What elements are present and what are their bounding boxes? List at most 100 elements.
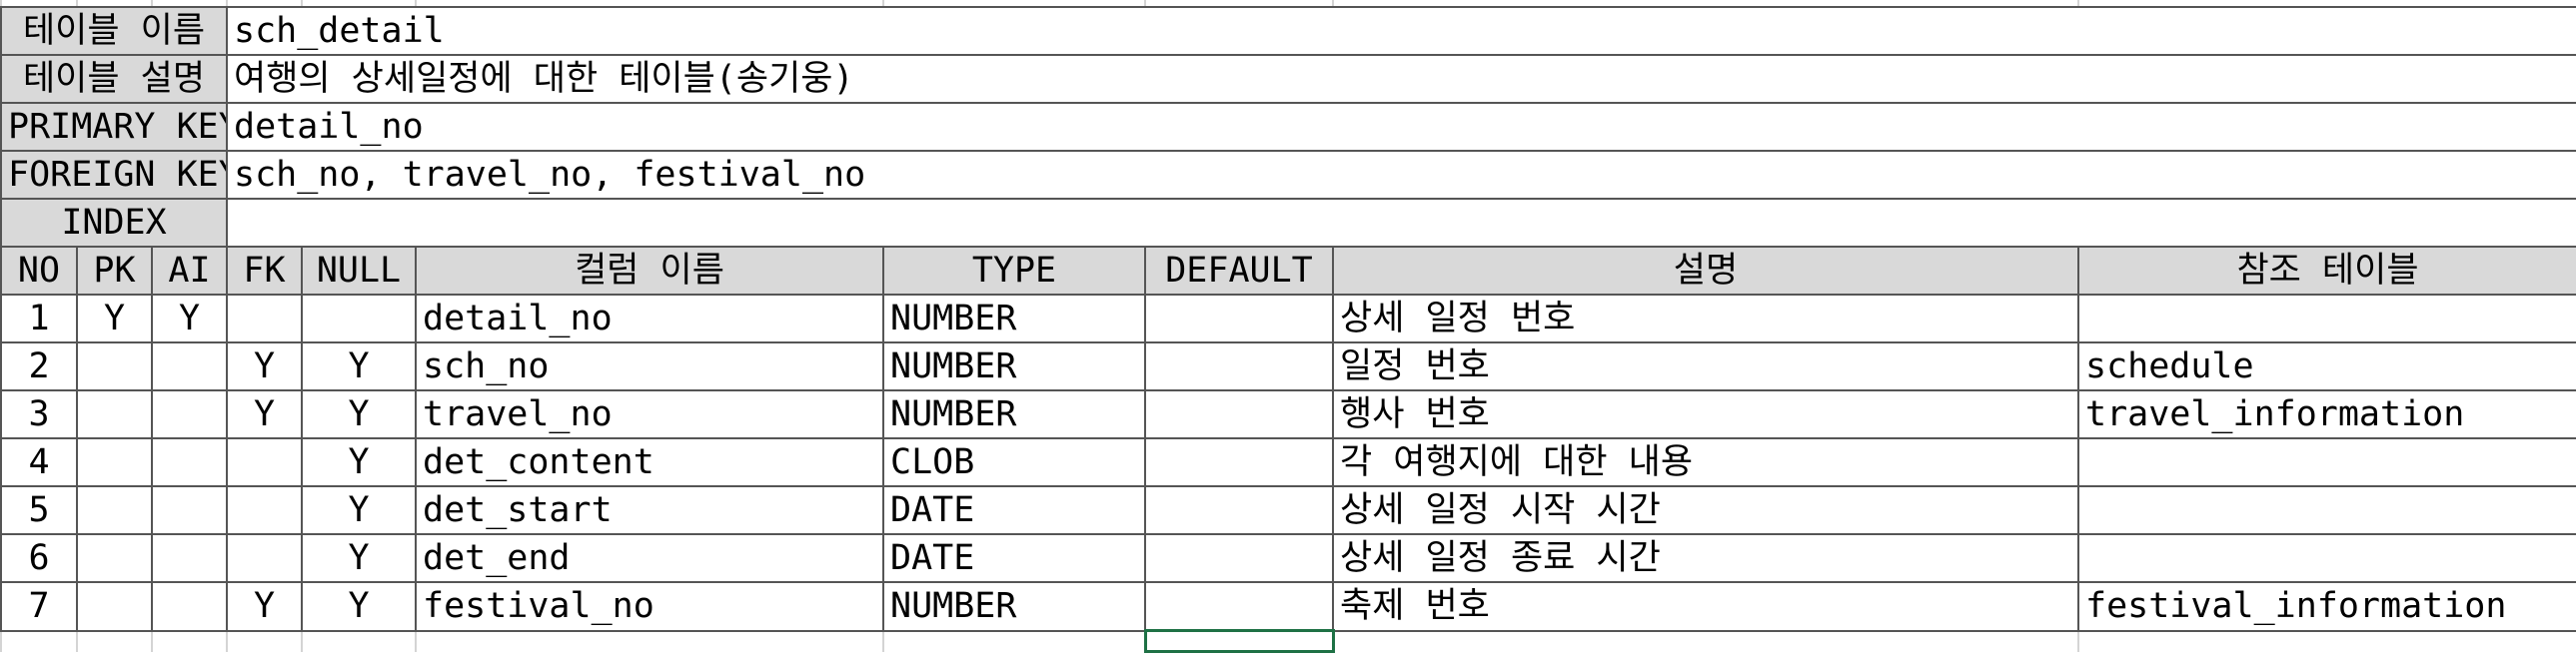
cell-fk[interactable]: Y bbox=[226, 341, 303, 391]
cell-description[interactable]: 상세 일정 번호 bbox=[1332, 294, 2079, 343]
cell-pk[interactable]: Y bbox=[76, 294, 153, 343]
cell[interactable] bbox=[882, 629, 1146, 652]
cell-null[interactable] bbox=[301, 294, 417, 343]
table-desc-label[interactable]: 테이블 설명 bbox=[0, 54, 228, 104]
cell[interactable] bbox=[2077, 629, 2576, 652]
cell-reference-table[interactable]: travel_information bbox=[2077, 389, 2576, 439]
cell-no[interactable]: 7 bbox=[0, 581, 78, 632]
cell-ai[interactable] bbox=[151, 581, 228, 632]
cell-type[interactable]: NUMBER bbox=[882, 389, 1146, 439]
col-header-no[interactable]: NO bbox=[0, 246, 78, 296]
cell-null[interactable]: Y bbox=[301, 437, 417, 487]
cell-default[interactable] bbox=[1144, 389, 1334, 439]
cell-type[interactable]: NUMBER bbox=[882, 294, 1146, 343]
col-header-null[interactable]: NULL bbox=[301, 246, 417, 296]
cell-ai[interactable] bbox=[151, 485, 228, 535]
cell-fk[interactable] bbox=[226, 294, 303, 343]
cell-description[interactable]: 각 여행지에 대한 내용 bbox=[1332, 437, 2079, 487]
cell-no[interactable]: 3 bbox=[0, 389, 78, 439]
cell[interactable] bbox=[1144, 0, 1334, 8]
col-header-type[interactable]: TYPE bbox=[882, 246, 1146, 296]
cell-column-name[interactable]: detail_no bbox=[415, 294, 884, 343]
cell[interactable] bbox=[415, 0, 884, 8]
cell[interactable] bbox=[415, 629, 884, 652]
col-header-ref[interactable]: 참조 테이블 bbox=[2077, 246, 2576, 296]
index-value[interactable] bbox=[226, 198, 2576, 248]
cell-no[interactable]: 1 bbox=[0, 294, 78, 343]
primary-key-value[interactable]: detail_no bbox=[226, 102, 2576, 152]
cell[interactable] bbox=[226, 0, 303, 8]
cell-fk[interactable]: Y bbox=[226, 581, 303, 632]
cell-type[interactable]: NUMBER bbox=[882, 341, 1146, 391]
cell[interactable] bbox=[301, 629, 417, 652]
cell-null[interactable]: Y bbox=[301, 533, 417, 583]
cell-ai[interactable] bbox=[151, 341, 228, 391]
cell-pk[interactable] bbox=[76, 437, 153, 487]
cell-no[interactable]: 6 bbox=[0, 533, 78, 583]
foreign-key-label[interactable]: FOREIGN KEY bbox=[0, 150, 228, 200]
foreign-key-value[interactable]: sch_no, travel_no, festival_no bbox=[226, 150, 2576, 200]
cell-pk[interactable] bbox=[76, 533, 153, 583]
cell-no[interactable]: 2 bbox=[0, 341, 78, 391]
cell[interactable] bbox=[882, 0, 1146, 8]
cell-default[interactable] bbox=[1144, 581, 1334, 632]
col-header-fk[interactable]: FK bbox=[226, 246, 303, 296]
cell-reference-table[interactable] bbox=[2077, 294, 2576, 343]
cell-column-name[interactable]: festival_no bbox=[415, 581, 884, 632]
cell[interactable] bbox=[0, 0, 78, 8]
cell-type[interactable]: DATE bbox=[882, 485, 1146, 535]
cell-column-name[interactable]: det_start bbox=[415, 485, 884, 535]
col-header-default[interactable]: DEFAULT bbox=[1144, 246, 1334, 296]
cell-description[interactable]: 행사 번호 bbox=[1332, 389, 2079, 439]
cell-no[interactable]: 4 bbox=[0, 437, 78, 487]
cell-pk[interactable] bbox=[76, 485, 153, 535]
col-header-pk[interactable]: PK bbox=[76, 246, 153, 296]
cell-column-name[interactable]: travel_no bbox=[415, 389, 884, 439]
cell-reference-table[interactable]: schedule bbox=[2077, 341, 2576, 391]
cell-null[interactable]: Y bbox=[301, 389, 417, 439]
cell-reference-table[interactable] bbox=[2077, 437, 2576, 487]
cell[interactable] bbox=[2077, 0, 2576, 8]
cell-pk[interactable] bbox=[76, 581, 153, 632]
cell-description[interactable]: 상세 일정 종료 시간 bbox=[1332, 533, 2079, 583]
cell-reference-table[interactable] bbox=[2077, 533, 2576, 583]
cell-ai[interactable] bbox=[151, 533, 228, 583]
cell[interactable] bbox=[0, 629, 78, 652]
cell-default[interactable] bbox=[1144, 341, 1334, 391]
cell-no[interactable]: 5 bbox=[0, 485, 78, 535]
cell-column-name[interactable]: det_end bbox=[415, 533, 884, 583]
cell-null[interactable]: Y bbox=[301, 341, 417, 391]
cell-ai[interactable] bbox=[151, 437, 228, 487]
cell[interactable] bbox=[1332, 0, 2079, 8]
cell-fk[interactable] bbox=[226, 437, 303, 487]
index-label[interactable]: INDEX bbox=[0, 198, 228, 248]
cell[interactable] bbox=[1332, 629, 2079, 652]
cell-default[interactable] bbox=[1144, 437, 1334, 487]
cell[interactable] bbox=[151, 0, 228, 8]
cell[interactable] bbox=[76, 629, 153, 652]
cell-column-name[interactable]: det_content bbox=[415, 437, 884, 487]
cell-type[interactable]: DATE bbox=[882, 533, 1146, 583]
cell-reference-table[interactable]: festival_information bbox=[2077, 581, 2576, 632]
cell-column-name[interactable]: sch_no bbox=[415, 341, 884, 391]
cell-description[interactable]: 일정 번호 bbox=[1332, 341, 2079, 391]
cell[interactable] bbox=[301, 0, 417, 8]
cell-ai[interactable]: Y bbox=[151, 294, 228, 343]
table-desc-value[interactable]: 여행의 상세일정에 대한 테이블(송기웅) bbox=[226, 54, 2576, 104]
cell-pk[interactable] bbox=[76, 389, 153, 439]
cell-default[interactable] bbox=[1144, 533, 1334, 583]
col-header-desc[interactable]: 설명 bbox=[1332, 246, 2079, 296]
cell-description[interactable]: 축제 번호 bbox=[1332, 581, 2079, 632]
cell[interactable] bbox=[226, 629, 303, 652]
cell[interactable] bbox=[151, 629, 228, 652]
cell-default[interactable] bbox=[1144, 485, 1334, 535]
cell-type[interactable]: NUMBER bbox=[882, 581, 1146, 632]
cell-pk[interactable] bbox=[76, 341, 153, 391]
cell-null[interactable]: Y bbox=[301, 485, 417, 535]
selected-cell[interactable] bbox=[1143, 629, 1335, 653]
cell-default[interactable] bbox=[1144, 294, 1334, 343]
col-header-ai[interactable]: AI bbox=[151, 246, 228, 296]
cell-description[interactable]: 상세 일정 시작 시간 bbox=[1332, 485, 2079, 535]
cell-fk[interactable]: Y bbox=[226, 389, 303, 439]
